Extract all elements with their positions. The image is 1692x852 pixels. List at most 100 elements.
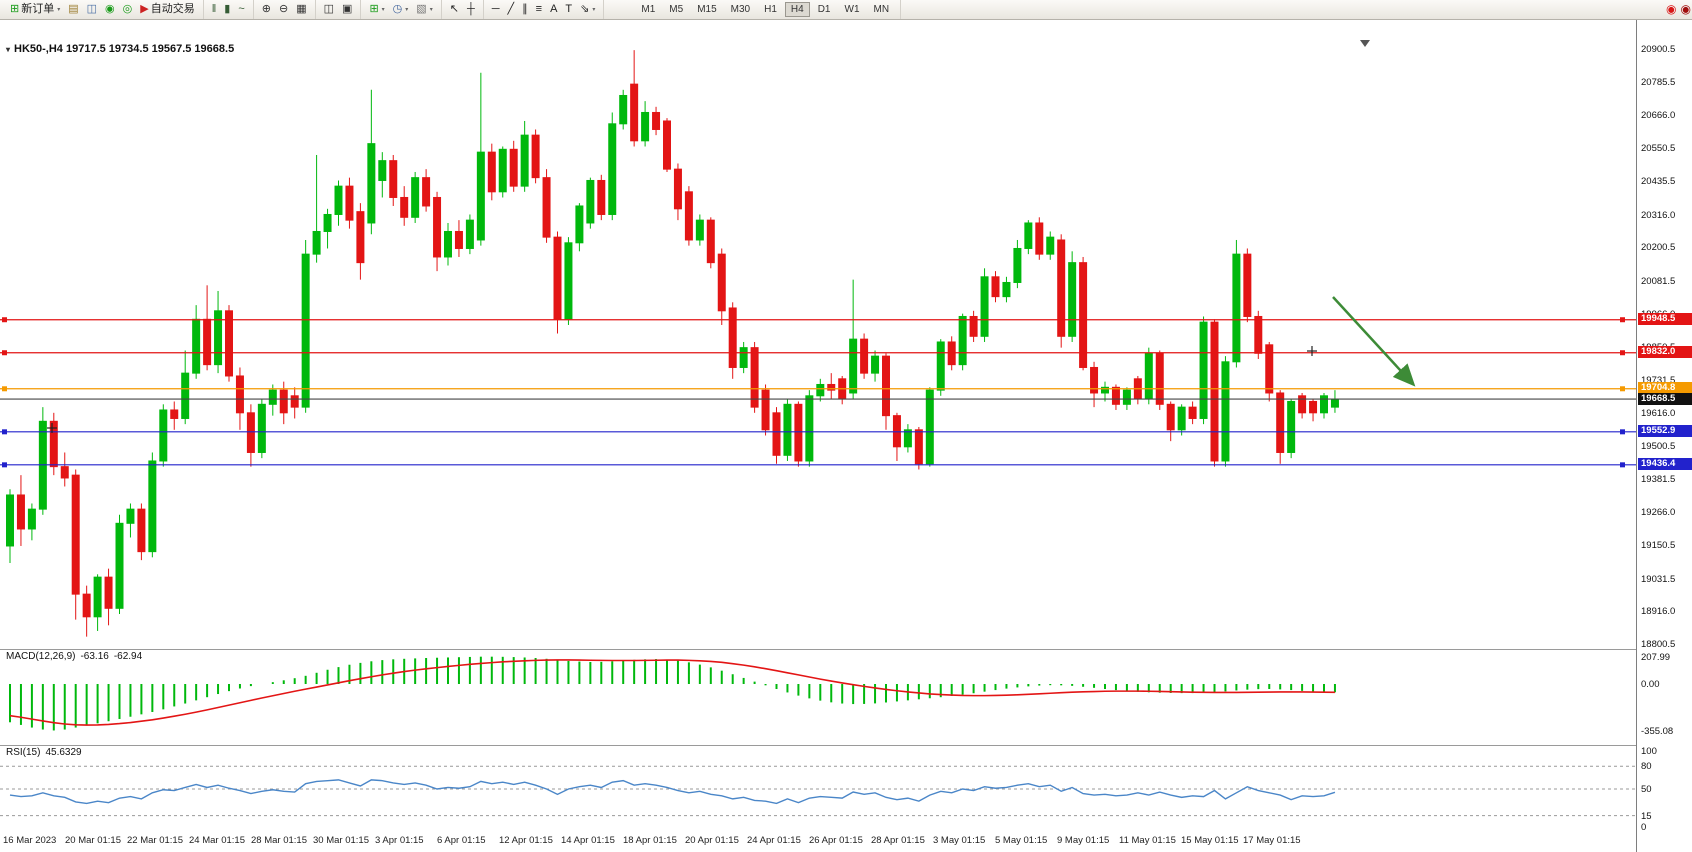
horizontal-line-icon[interactable]: ─ — [488, 1, 504, 18]
time-axis-label: 20 Apr 01:15 — [685, 835, 739, 846]
line-chart-icon[interactable]: ~ — [234, 1, 248, 18]
time-axis-label: 30 Mar 01:15 — [313, 835, 369, 846]
template-button[interactable]: ▧ ▾ — [412, 1, 436, 18]
rsi-panel[interactable]: RSI(15) 45.6329 — [0, 745, 1692, 831]
zoom-out-icon[interactable]: ⊖ — [275, 1, 292, 18]
chart-shift-marker[interactable] — [1360, 40, 1370, 47]
template-glyph: ▧ — [416, 3, 427, 15]
grid-icon-glyph: ▦ — [296, 3, 307, 15]
arrows-tool-glyph: ⇘ — [580, 3, 590, 15]
macd-label: MACD(12,26,9) -63.16 -62.94 — [6, 651, 142, 662]
price-axis-label: 20666.0 — [1641, 110, 1676, 122]
equidistant-channel-icon[interactable]: ∥ — [518, 1, 532, 18]
rsi-scale-label: 15 — [1641, 810, 1652, 822]
candlestick-chart-icon[interactable]: ▮ — [220, 1, 234, 18]
time-axis-label: 28 Mar 01:15 — [251, 835, 307, 846]
ohlc-bars-icon[interactable]: ‖ — [208, 1, 221, 18]
price-axis-label: 20900.5 — [1641, 44, 1676, 55]
text-label-icon[interactable]: T — [561, 1, 576, 18]
price-line-tag[interactable]: 19832.0 — [1638, 346, 1692, 359]
timeframe-button-w1[interactable]: W1 — [844, 4, 860, 15]
trendline-icon-glyph: ╱ — [507, 3, 515, 15]
rsi-scale-label: 100 — [1641, 746, 1657, 757]
chart-title: ▾ HK50-,H4 19717.5 19734.5 19567.5 19668… — [6, 43, 234, 55]
chevron-down-icon: ▾ — [405, 7, 409, 13]
cascade-windows-icon-glyph: ▣ — [342, 3, 353, 15]
rsi-name: RSI(15) — [6, 747, 41, 758]
chevron-down-icon: ▾ — [57, 7, 61, 13]
macd-scale-label: 207.99 — [1641, 651, 1671, 663]
price-line-tag[interactable]: 19948.5 — [1638, 313, 1692, 326]
time-axis-label: 24 Apr 01:15 — [747, 835, 801, 846]
cursor-icon[interactable]: ↖ — [446, 1, 463, 18]
profile-icon-glyph: ◫ — [86, 3, 98, 15]
price-axis-label: 20435.5 — [1641, 175, 1676, 187]
ohlc-bars-icon-glyph: ‖ — [211, 3, 217, 15]
toolbar: ◉ ◉ ⊞ 新订单 ▾ ▤ ◫ ◉ ◎ ▶ 自动交易 ‖ ▮ ~ ⊕ ⊖ ▦ ◫ ▣ ⊞ ▾ ◷ ▾ ▧ ▾ ↖ ┼ ─ ╱ ∥ ≡ A T ⇘… — [0, 0, 1692, 20]
zoom-in-icon[interactable]: ⊕ — [258, 1, 275, 18]
price-axis-label: 19381.5 — [1641, 474, 1676, 486]
cursor-icon-glyph: ↖ — [449, 3, 459, 15]
time-axis-label: 9 May 01:15 — [1057, 835, 1110, 846]
candlestick-chart-icon-glyph: ▮ — [224, 3, 231, 15]
trendline-icon[interactable]: ╱ — [504, 1, 519, 18]
timeframe-button-m5[interactable]: M5 — [669, 4, 684, 15]
data-window-icon-glyph: ◎ — [122, 3, 133, 15]
new-order-button-label: 新订单 — [21, 3, 55, 15]
objects-group: ─ ╱ ∥ ≡ A T ⇘ ▾ — [484, 0, 605, 19]
notification-icon[interactable]: ◉ — [1666, 2, 1677, 16]
current-price-tag[interactable]: 19668.5 — [1638, 392, 1692, 405]
text-tool-icon[interactable]: A — [546, 1, 561, 18]
fibonacci-icon[interactable]: ≡ — [532, 1, 546, 18]
corner-badge-icon[interactable]: ◉ — [1680, 2, 1691, 16]
tile-windows-icon-glyph: ◫ — [323, 3, 335, 15]
timeframe-button-mn[interactable]: MN — [873, 4, 890, 15]
price-axis-label: 20785.5 — [1641, 76, 1676, 88]
grid-icon[interactable]: ▦ — [292, 1, 310, 18]
data-window-icon[interactable]: ◎ — [119, 1, 137, 18]
price-axis-label: 20200.5 — [1641, 242, 1676, 254]
add-indicator-button[interactable]: ⊞ ▾ — [365, 1, 388, 18]
time-axis-label: 6 Apr 01:15 — [437, 835, 486, 846]
price-line-tag[interactable]: 19436.4 — [1638, 458, 1692, 471]
crosshair-icon-glyph: ┼ — [466, 3, 475, 15]
tile-windows-icon[interactable]: ◫ — [320, 1, 338, 18]
new-order-button[interactable]: ⊞ 新订单 ▾ — [6, 1, 64, 18]
timeframe-button-d1[interactable]: D1 — [817, 4, 831, 15]
rsi-scale-label: 50 — [1641, 784, 1652, 795]
time-axis-label: 11 May 01:15 — [1119, 835, 1176, 846]
chart-window-icon[interactable]: ▤ — [64, 1, 82, 18]
macd-panel[interactable]: MACD(12,26,9) -63.16 -62.94 — [0, 649, 1692, 746]
time-axis-label: 16 Mar 2023 — [3, 835, 57, 846]
price-axis-label: 19500.5 — [1641, 440, 1676, 452]
timeframe-button-h4[interactable]: H4 — [784, 2, 810, 17]
market-watch-icon[interactable]: ◉ — [101, 1, 119, 18]
time-axis-label: 3 Apr 01:15 — [375, 835, 424, 846]
toolbar-right-icons: ◉ ◉ — [1666, 2, 1691, 16]
profile-icon[interactable]: ◫ — [83, 1, 101, 18]
text-tool-icon-glyph: A — [550, 3, 558, 15]
price-axis[interactable]: 20900.5 20785.5 20666.0 20550.5 20435.5 20316… — [1637, 19, 1692, 833]
chart-collapse-icon[interactable]: ▾ — [6, 44, 11, 54]
crosshair-icon[interactable]: ┼ — [463, 1, 479, 18]
chart-plot-area[interactable]: ▾ HK50-,H4 19717.5 19734.5 19567.5 19668… — [0, 19, 1692, 650]
auto-trading-button[interactable]: ▶ 自动交易 — [136, 1, 198, 18]
timeframe-button-m1[interactable]: M1 — [641, 4, 656, 15]
price-line-tag[interactable]: 19704.8 — [1638, 382, 1692, 395]
macd-scale-label: 0.00 — [1641, 679, 1660, 690]
price-line-tag[interactable]: 19552.9 — [1638, 425, 1692, 438]
insert-group: ⊞ ▾ ◷ ▾ ▧ ▾ — [361, 0, 442, 19]
macd-name: MACD(12,26,9) — [6, 651, 76, 662]
time-axis[interactable]: 16 Mar 2023 20 Mar 01:15 22 Mar 01:15 24 Ma… — [0, 830, 1692, 852]
auto-trading-glyph: ▶ — [140, 3, 149, 15]
zoom-in-icon-glyph: ⊕ — [261, 3, 271, 15]
timeframe-button-m15[interactable]: M15 — [697, 4, 717, 15]
arrows-tool-button[interactable]: ⇘ ▾ — [576, 1, 599, 18]
timeframe-button-m30[interactable]: M30 — [730, 4, 751, 15]
period-button[interactable]: ◷ ▾ — [389, 1, 413, 18]
equidistant-channel-icon-glyph: ∥ — [522, 3, 528, 15]
price-axis-label: 20550.5 — [1641, 143, 1676, 155]
timeframe-button-h1[interactable]: H1 — [764, 4, 777, 15]
time-axis-label: 24 Mar 01:15 — [189, 835, 245, 846]
cascade-windows-icon[interactable]: ▣ — [338, 1, 356, 18]
